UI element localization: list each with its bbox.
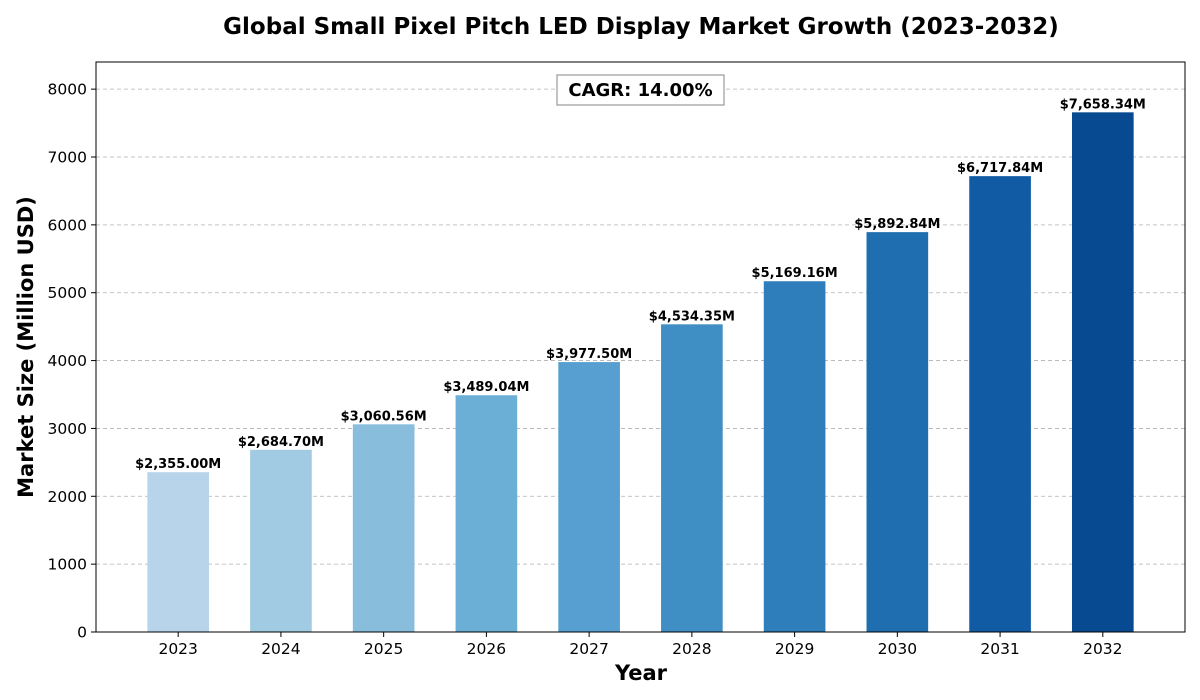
x-tick-label-2032: 2032 xyxy=(1083,640,1122,658)
y-tick-label: 5000 xyxy=(48,284,87,302)
y-tick-label: 6000 xyxy=(48,216,87,234)
data-label-2029: $5,169.16M xyxy=(752,266,838,281)
y-tick-label: 2000 xyxy=(48,488,87,506)
data-label-2023: $2,355.00M xyxy=(135,457,221,472)
x-tick-label-2024: 2024 xyxy=(261,640,300,658)
y-tick-label: 3000 xyxy=(48,420,87,438)
x-tick-label-2023: 2023 xyxy=(158,640,197,658)
data-label-2025: $3,060.56M xyxy=(341,409,427,424)
cagr-annotation: CAGR: 14.00% xyxy=(556,74,725,106)
cagr-label: CAGR: 14.00% xyxy=(568,80,712,101)
bar-2031 xyxy=(969,176,1031,632)
y-tick-label: 4000 xyxy=(48,352,87,370)
y-tick-label: 0 xyxy=(77,624,87,642)
cagr-box xyxy=(556,74,725,106)
data-label-2024: $2,684.70M xyxy=(238,435,324,450)
data-label-2030: $5,892.84M xyxy=(854,217,940,232)
bars xyxy=(147,112,1134,633)
y-tick-label: 8000 xyxy=(48,81,87,99)
bar-2024 xyxy=(250,449,312,632)
x-tick-label-2027: 2027 xyxy=(569,640,608,658)
data-labels: $2,355.00M $2,684.70M $3,060.56M $3,489.04M… xyxy=(135,97,1146,472)
y-tick-label: 1000 xyxy=(48,556,87,574)
data-label-2026: $3,489.04M xyxy=(443,380,529,395)
data-label-2028: $4,534.35M xyxy=(649,309,735,324)
bar-2023 xyxy=(147,472,210,632)
bar-2029 xyxy=(763,281,826,632)
x-axis-label: Year xyxy=(614,661,668,685)
x-tick-label-2029: 2029 xyxy=(775,640,814,658)
data-label-2032: $7,658.34M xyxy=(1060,97,1146,112)
x-tick-label-2025: 2025 xyxy=(364,640,403,658)
bar-2028 xyxy=(661,324,723,632)
data-label-2031: $6,717.84M xyxy=(957,161,1043,176)
data-label-2027: $3,977.50M xyxy=(546,347,632,362)
bar-2030 xyxy=(866,232,929,632)
chart-title: Global Small Pixel Pitch LED Display Mar… xyxy=(223,14,1059,40)
bar-2032 xyxy=(1071,112,1134,633)
bar-2026 xyxy=(455,395,518,632)
x-tick-label-2026: 2026 xyxy=(467,640,506,658)
x-tick-label-2028: 2028 xyxy=(672,640,711,658)
x-axis-ticks: 2023 2024 2025 2026 2027 2028 2029 2030 2031 2032 xyxy=(158,632,1123,658)
bar-2025 xyxy=(352,424,415,632)
bar-2027 xyxy=(558,362,620,632)
x-tick-label-2031: 2031 xyxy=(980,640,1019,658)
y-axis-ticks: 0 1000 2000 3000 4000 5000 6000 7000 8000 xyxy=(48,81,96,642)
y-axis-label: Market Size (Million USD) xyxy=(14,196,38,498)
y-tick-label: 7000 xyxy=(48,149,87,167)
plot-frame xyxy=(95,61,1186,633)
x-tick-label-2030: 2030 xyxy=(878,640,917,658)
